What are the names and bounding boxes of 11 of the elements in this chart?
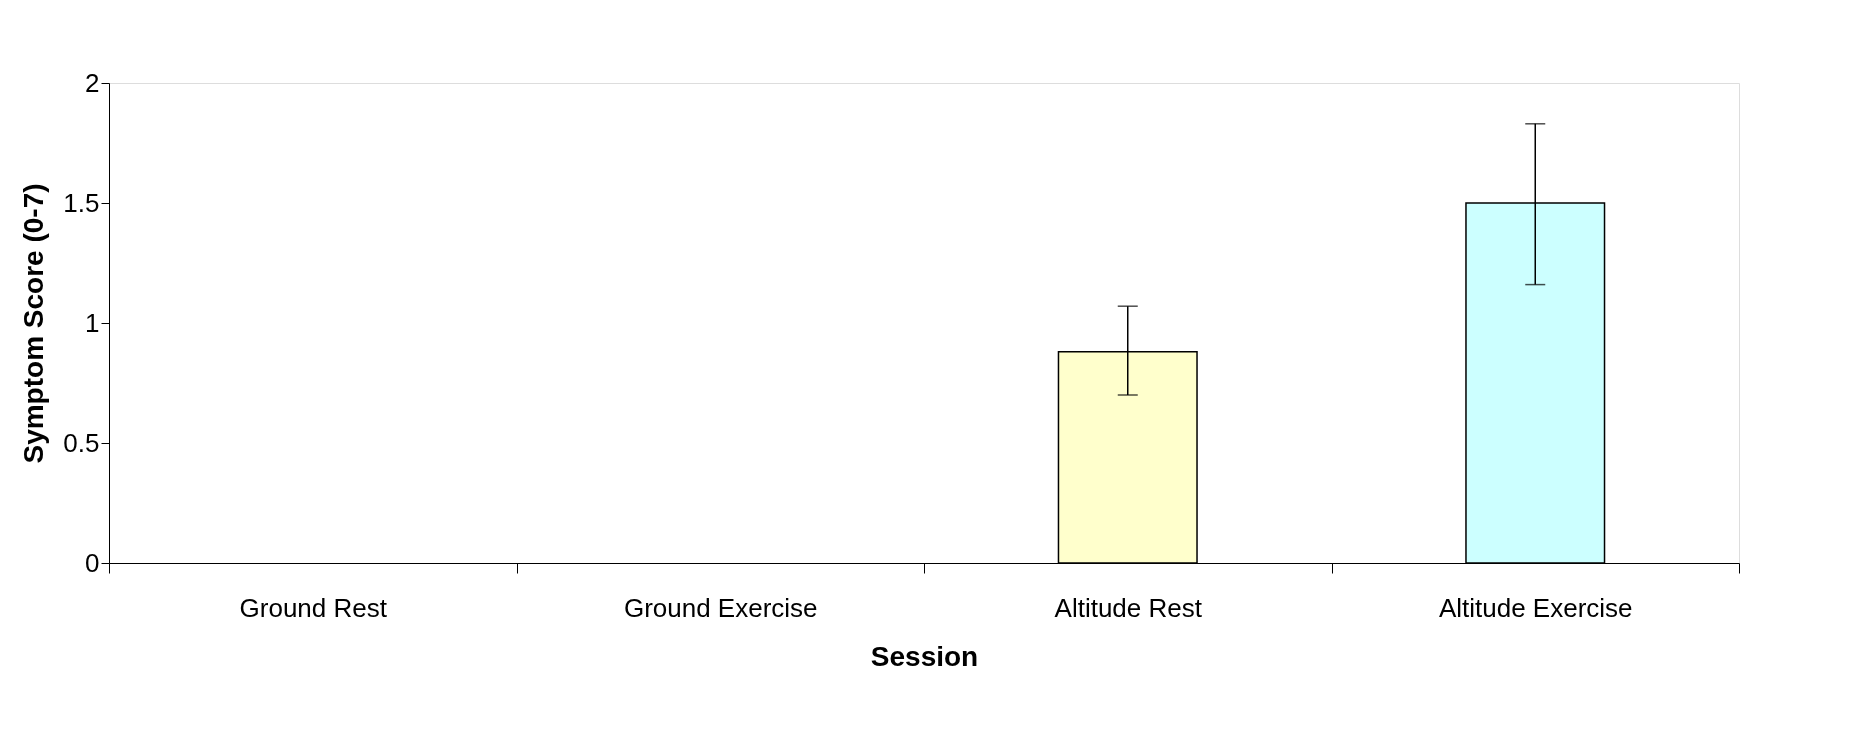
x-tick-label: Altitude Rest	[1054, 592, 1203, 623]
y-axis-title: Symptom Score (0-7)	[18, 183, 50, 464]
y-tick-label: 0	[85, 547, 100, 578]
x-tick-label: Ground Exercise	[623, 592, 818, 623]
y-tick-label: 1.5	[63, 187, 100, 218]
y-tick-label: 1	[85, 307, 100, 338]
y-tick-label: 0.5	[63, 427, 100, 458]
x-tick-label: Altitude Exercise	[1438, 592, 1633, 623]
x-tick-label: Ground Rest	[239, 592, 388, 623]
x-axis-title: Session	[870, 640, 979, 672]
y-tick-label: 2	[85, 67, 100, 98]
